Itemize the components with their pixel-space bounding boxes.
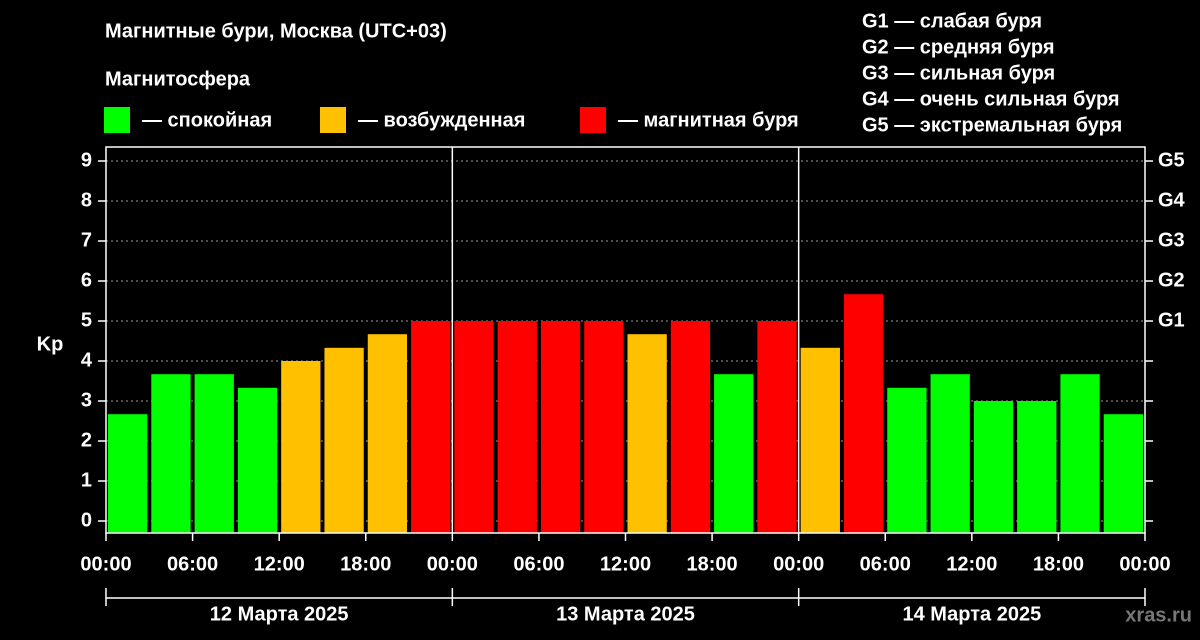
bar <box>281 361 321 533</box>
bar <box>454 321 494 533</box>
x-tick-label: 12:00 <box>600 553 651 575</box>
y2-tick-label: G5 <box>1158 149 1185 171</box>
bar <box>497 321 537 533</box>
bar <box>930 374 970 533</box>
storm-level: G1 — слабая буря <box>862 10 1042 32</box>
bar <box>1017 401 1057 533</box>
day-label: 14 Марта 2025 <box>902 603 1041 625</box>
bar <box>757 321 797 533</box>
bar <box>887 387 927 533</box>
legend-label: — магнитная буря <box>618 109 799 131</box>
storm-level: G5 — экстремальная буря <box>862 114 1122 136</box>
x-tick-label: 18:00 <box>340 553 391 575</box>
day-label: 12 Марта 2025 <box>210 603 349 625</box>
x-tick-label: 00:00 <box>427 553 478 575</box>
y-axis-label: Kp <box>37 333 64 355</box>
x-tick-label: 00:00 <box>80 553 131 575</box>
bar <box>627 334 667 533</box>
y2-tick-label: G2 <box>1158 269 1185 291</box>
source: xras.ru <box>1125 604 1192 626</box>
y-tick-label: 7 <box>81 229 92 251</box>
legend-label: — спокойная <box>142 109 272 131</box>
x-tick-label: 18:00 <box>1033 553 1084 575</box>
x-tick-label: 12:00 <box>946 553 997 575</box>
y2-tick-label: G4 <box>1158 189 1186 211</box>
chart-title: Магнитные бури, Москва (UTC+03) <box>105 20 447 42</box>
y2-tick-label: G3 <box>1158 229 1185 251</box>
day-label: 13 Марта 2025 <box>556 603 695 625</box>
bar <box>237 387 278 533</box>
bar <box>843 294 884 533</box>
bar <box>411 321 451 533</box>
bar <box>800 347 840 533</box>
x-tick-label: 06:00 <box>167 553 218 575</box>
chart-subtitle: Магнитосфера <box>105 68 251 90</box>
y-tick-label: 3 <box>81 389 92 411</box>
storm-level: G2 — средняя буря <box>862 36 1055 58</box>
bar <box>367 334 408 533</box>
bar <box>1103 414 1143 533</box>
legend-label: — возбужденная <box>358 109 525 131</box>
y-tick-label: 1 <box>81 469 92 491</box>
x-tick-label: 06:00 <box>513 553 564 575</box>
bar <box>973 401 1014 533</box>
x-tick-label: 18:00 <box>687 553 738 575</box>
x-tick-label: 06:00 <box>860 553 911 575</box>
bar <box>324 347 364 533</box>
storm-level: G4 — очень сильная буря <box>862 88 1120 110</box>
bar <box>540 321 581 533</box>
y-tick-label: 2 <box>81 429 92 451</box>
bar <box>584 321 624 533</box>
bar <box>108 414 148 533</box>
legend-swatch <box>580 107 606 133</box>
bar <box>1060 374 1100 533</box>
storm-level: G3 — сильная буря <box>862 62 1055 84</box>
y-tick-label: 8 <box>81 189 92 211</box>
bar <box>714 374 754 533</box>
bar <box>151 374 191 533</box>
y-tick-label: 0 <box>81 509 92 531</box>
x-tick-label: 00:00 <box>773 553 824 575</box>
bar <box>670 321 711 533</box>
y-tick-label: 6 <box>81 269 92 291</box>
y-tick-label: 4 <box>81 349 93 371</box>
x-tick-label: 12:00 <box>254 553 305 575</box>
bar <box>194 374 234 533</box>
y-tick-label: 5 <box>81 309 92 331</box>
y2-tick-label: G1 <box>1158 309 1185 331</box>
legend-swatch <box>320 107 346 133</box>
legend-swatch <box>104 107 130 133</box>
x-tick-label: 00:00 <box>1119 553 1170 575</box>
y-tick-label: 9 <box>81 149 92 171</box>
